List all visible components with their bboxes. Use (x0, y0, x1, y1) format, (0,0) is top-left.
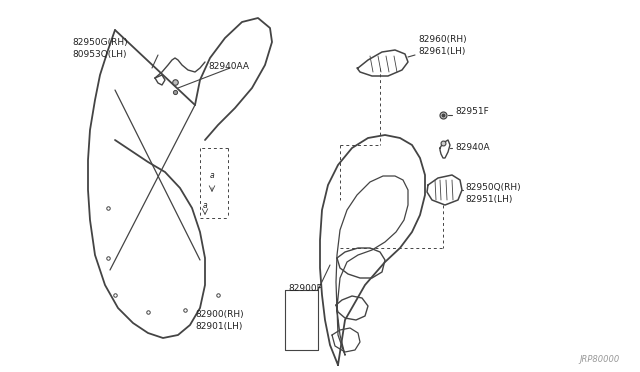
Text: 82960(RH): 82960(RH) (418, 35, 467, 44)
Text: 82951(LH): 82951(LH) (465, 195, 513, 204)
Text: 82950G(RH): 82950G(RH) (72, 38, 127, 47)
Text: 82901(LH): 82901(LH) (195, 322, 243, 331)
Text: 82950Q(RH): 82950Q(RH) (465, 183, 520, 192)
Text: a: a (203, 201, 207, 209)
Text: a: a (210, 170, 214, 180)
Text: 80953Q(LH): 80953Q(LH) (72, 50, 127, 59)
Text: 82951F: 82951F (455, 108, 489, 116)
Text: 82940AA: 82940AA (208, 62, 249, 71)
Text: 82940A: 82940A (455, 144, 490, 153)
Text: JRP80000: JRP80000 (580, 355, 620, 364)
Text: 82961(LH): 82961(LH) (418, 47, 465, 56)
Text: 82900F: 82900F (288, 284, 322, 293)
Text: 82900(RH): 82900(RH) (195, 310, 244, 319)
